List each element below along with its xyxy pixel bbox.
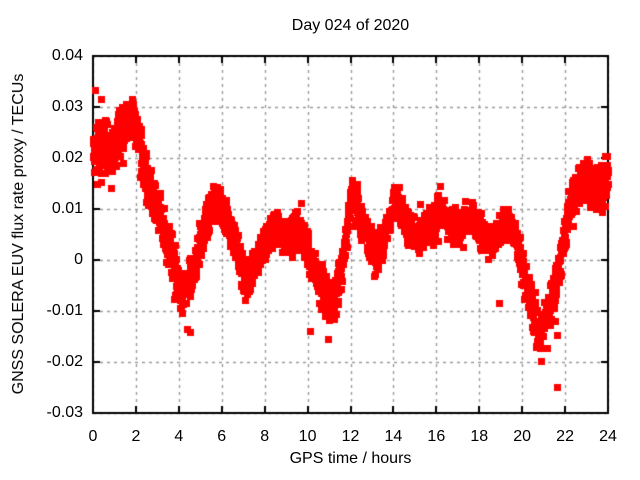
x-tick-label: 10 [298, 428, 317, 445]
x-tick-label: 14 [384, 428, 403, 445]
x-tick-label: 18 [470, 428, 489, 445]
y-axis-label: GNSS SOLERA EUV flux rate proxy / TECUs [10, 73, 27, 395]
y-tick-label: 0.03 [51, 98, 83, 115]
x-tick-label: 4 [174, 428, 184, 445]
y-tick-label: 0 [74, 251, 83, 268]
x-tick-label: 8 [260, 428, 270, 445]
y-tick-label: 0.02 [51, 149, 83, 166]
x-axis-label: GPS time / hours [289, 450, 412, 467]
x-tick-label: 6 [217, 428, 227, 445]
y-tick-label: 0.01 [51, 200, 83, 217]
x-tick-label: 0 [88, 428, 98, 445]
y-tick-label: 0.04 [51, 47, 83, 64]
x-tick-label: 24 [599, 428, 617, 445]
x-tick-label: 2 [131, 428, 141, 445]
x-tick-label: 20 [513, 428, 532, 445]
x-tick-label: 12 [341, 428, 360, 445]
chart-title: Day 024 of 2020 [291, 17, 410, 34]
y-tick-label: -0.01 [46, 302, 83, 319]
x-tick-label: 22 [556, 428, 574, 445]
x-tick-label: 16 [427, 428, 446, 445]
y-tick-label: -0.02 [46, 353, 83, 370]
y-tick-label: -0.03 [46, 404, 83, 421]
